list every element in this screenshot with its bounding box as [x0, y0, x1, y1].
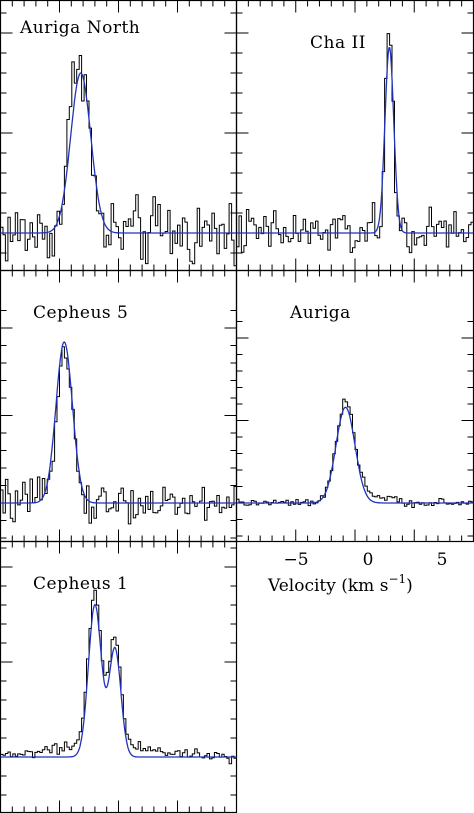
panel-ticks — [0, 270, 237, 542]
x-axis-title-exponent: −1 — [388, 572, 406, 586]
panel-title: Cha II — [310, 33, 366, 53]
panel-ticks — [236, 270, 474, 542]
x-tick-label-0: 0 — [363, 550, 374, 570]
gaussian-fit-line — [236, 47, 474, 234]
observed-spectrum-line — [0, 589, 237, 765]
panel-title: Auriga — [289, 303, 351, 323]
panel-title: Cepheus 5 — [33, 303, 128, 323]
panel-auriga: Auriga — [235, 269, 474, 543]
gaussian-fit-line — [0, 72, 237, 234]
panel-ticks — [236, 0, 474, 271]
observed-spectrum-line — [0, 346, 237, 525]
gaussian-fit-line — [236, 406, 474, 504]
panel-auriga-north: Auriga North — [0, 0, 238, 272]
panel-frame — [235, 269, 474, 543]
panel-title: Cepheus 1 — [33, 574, 128, 594]
x-tick-label-5: 5 — [437, 550, 448, 570]
observed-spectrum-line — [236, 398, 474, 508]
x-axis-title: Velocity (km s−1) — [267, 572, 413, 596]
x-tick-labels: −5 0 5 — [283, 550, 447, 570]
panel-cepheus-1: Cepheus 1 — [0, 540, 238, 813]
x-tick-label-minus-5: −5 — [283, 550, 308, 570]
panel-cepheus-5: Cepheus 5 — [0, 269, 238, 543]
panel-ticks — [0, 541, 237, 813]
x-axis-title-text: Velocity (km s — [267, 576, 388, 596]
gaussian-fit-line — [0, 341, 237, 504]
observed-spectrum-line — [236, 33, 474, 254]
panel-cha-ii: Cha II — [235, 0, 474, 272]
gaussian-fit-line — [0, 603, 237, 758]
observed-spectrum-line — [0, 55, 237, 267]
x-axis-title-close: ) — [406, 576, 413, 596]
panel-title: Auriga North — [19, 18, 140, 38]
